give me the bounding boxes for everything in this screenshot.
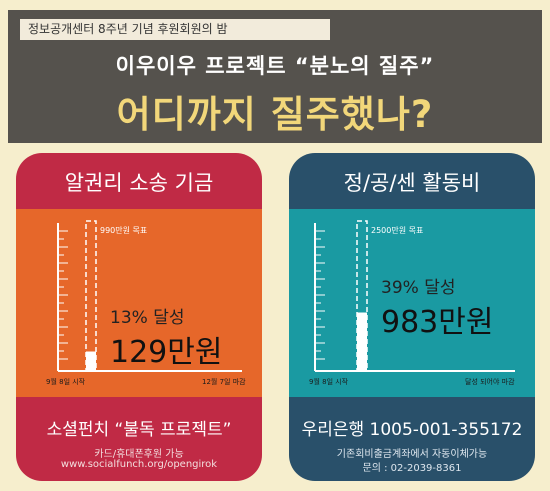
goal-bar-outline [85,220,97,372]
header-banner: 정보공개센터 8주년 기념 후원회원의 밤 이우이우 프로젝트 “분노의 질주”… [8,10,542,143]
progress-chart: 2500만원 목표 39% 달성 983만원 9월 8일 시작 달성 되어야 마… [289,209,535,397]
progress-chart-svg [57,220,242,372]
card-operating-fund: 정/공/센 활동비 2500만원 목표 39% 달성 983만원 9월 8일 시… [289,153,535,481]
event-tag: 정보공개센터 8주년 기념 후원회원의 밤 [20,19,330,40]
project-title: 이우이우 프로젝트 “분노의 질주” [115,54,435,78]
percent-label: 39% 달성 [381,278,456,298]
progress-bar-fill [86,351,96,371]
card-footer: 소셜펀치 “불독 프로젝트” [46,420,232,440]
amount-label: 983만원 [381,305,494,340]
card-title: 알권리 소송 기금 [64,171,214,195]
card-sub-1: 기존회비출금계좌에서 자동이체가능 [336,449,488,460]
card-title: 정/공/센 활동비 [343,171,481,195]
card-sub-2: 문의 : 02-2039-8361 [362,463,462,474]
goal-label: 2500만원 목표 [371,226,424,235]
card-litigation-fund: 알권리 소송 기금 990만원 목표 13% 달성 129만원 9월 8일 시작… [16,153,262,481]
card-sub-2: www.socialfunch.org/opengirok [60,459,218,470]
axis-end-label: 12월 7일 마감 [202,378,246,386]
y-axis-ticks [315,230,325,360]
progress-chart-svg [314,220,515,372]
axis-start-label: 9월 8일 시작 [309,378,349,386]
card-sub-1: 카드/휴대폰후원 가능 [94,449,184,460]
axis-start-label: 9월 8일 시작 [46,378,86,386]
progress-bar-fill [357,312,367,371]
y-axis-ticks [58,230,68,360]
percent-label: 13% 달성 [110,308,185,328]
axis-end-label: 달성 되어야 마감 [465,378,515,386]
card-footer: 우리은행 1005-001-355172 [301,420,523,440]
headline: 어디까지 질주했나? [116,93,434,136]
amount-label: 129만원 [110,335,223,370]
goal-label: 990만원 목표 [100,226,148,235]
progress-chart: 990만원 목표 13% 달성 129만원 9월 8일 시작 12월 7일 마감 [16,209,262,397]
